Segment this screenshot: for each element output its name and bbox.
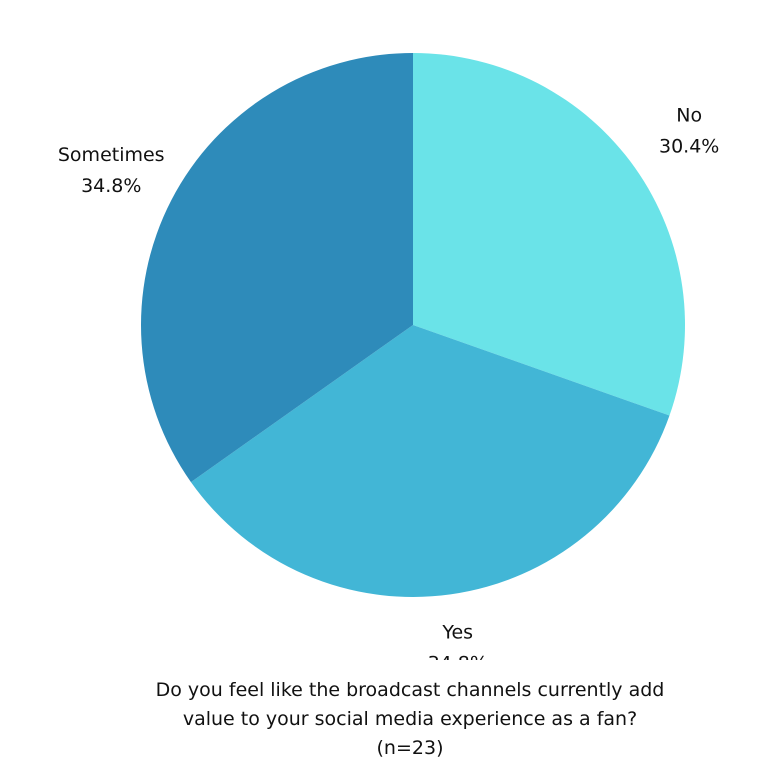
slice-label: Sometimes [58,144,165,166]
slice-value-label: 34.8% [81,175,141,197]
slice-label: No [676,105,702,127]
slice-label: Yes [441,622,473,644]
slice-value-label: 34.8% [428,653,488,660]
chart-title: Do you feel like the broadcast channels … [155,679,665,759]
pie-slice [190,325,670,597]
pie-slice [140,53,413,483]
pie-slice [413,53,685,416]
chart: No 30.4% Yes 34.8% Sometimes 34.8% [58,53,719,660]
slice-value-label: 30.4% [659,136,719,158]
